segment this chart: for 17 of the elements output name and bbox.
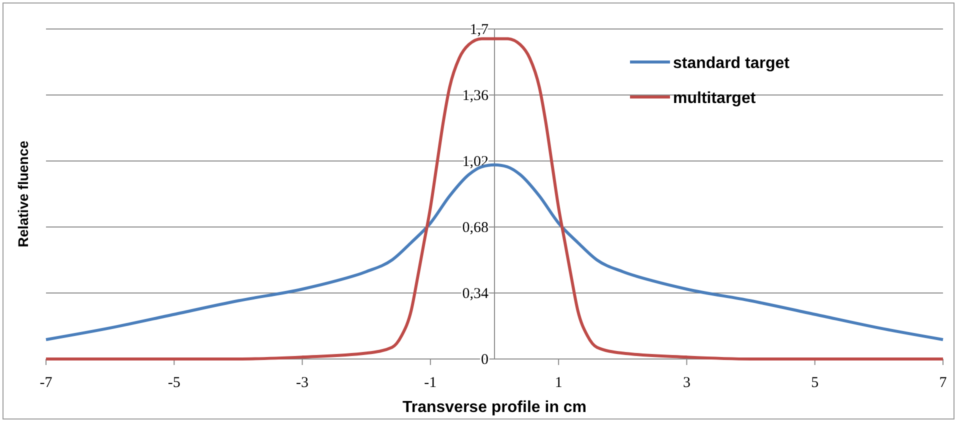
- x-tick-label: -7: [40, 375, 53, 391]
- y-tick-label: 0: [481, 352, 488, 368]
- y-axis-title: Relative fluence: [15, 140, 31, 248]
- y-tick-label: 0,68: [462, 220, 488, 236]
- x-tick-label: -5: [168, 375, 180, 391]
- x-tick-label: 7: [939, 375, 948, 391]
- y-tick-label: 0,34: [462, 286, 489, 302]
- x-tick-label: 5: [811, 375, 819, 391]
- x-axis-title: Transverse profile in cm: [402, 399, 587, 416]
- y-tick-label: 1,7: [470, 22, 489, 38]
- legend-label: standard target: [673, 55, 790, 72]
- x-tick-label: 1: [554, 375, 562, 391]
- legend-label: multitarget: [673, 90, 756, 107]
- y-tick-label: 1,36: [462, 88, 489, 104]
- x-tick-label: -1: [424, 375, 437, 391]
- x-tick-label: 3: [682, 375, 690, 391]
- x-tick-label: -3: [296, 375, 309, 391]
